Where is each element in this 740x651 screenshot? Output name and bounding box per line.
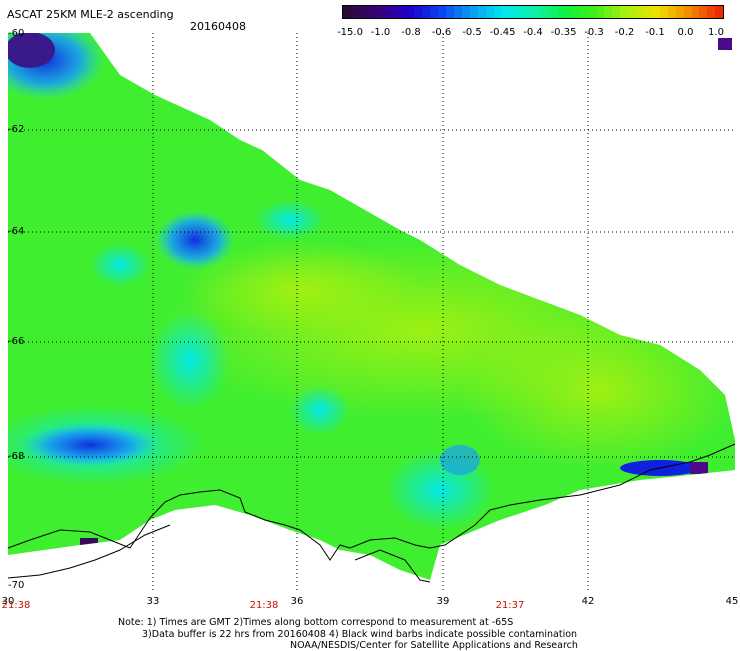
- colorbar-segment: [398, 6, 407, 18]
- colorbar-segment: [628, 6, 637, 18]
- colorbar-segment: [422, 6, 431, 18]
- footer-note-1: Note: 1) Times are GMT 2)Times along bot…: [118, 617, 514, 628]
- colorbar-segment: [596, 6, 605, 18]
- colorbar-segment: [453, 6, 462, 18]
- colorbar-label: -0.2: [614, 27, 635, 38]
- colorbar-segment: [525, 6, 534, 18]
- colorbar-segment: [374, 6, 383, 18]
- colorbar-segment: [343, 6, 351, 18]
- colorbar-segment: [406, 6, 415, 18]
- colorbar-label: -15.0: [337, 27, 363, 38]
- colorbar-segment: [382, 6, 391, 18]
- footer-credit: NOAA/NESDIS/Center for Satellite Applica…: [290, 640, 578, 651]
- lon-label: 36: [290, 596, 304, 607]
- lon-label: 30: [1, 596, 15, 607]
- colorbar-label: -1.0: [370, 27, 391, 38]
- colorbar-segment: [517, 6, 526, 18]
- lat-label: -64: [8, 226, 25, 237]
- colorbar-segment: [572, 6, 581, 18]
- colorbar-segment: [612, 6, 621, 18]
- colorbar-segment: [541, 6, 549, 18]
- colorbar-segment: [477, 6, 486, 18]
- colorbar-segment: [667, 6, 676, 18]
- colorbar-segment: [501, 6, 510, 18]
- colorbar-label: -0.45: [489, 27, 516, 38]
- lon-label: 45: [725, 596, 739, 607]
- time-label: 21:37: [495, 600, 525, 611]
- colorbar-segment: [390, 6, 399, 18]
- colorbar-segment: [366, 6, 375, 18]
- colorbar-segment: [533, 6, 542, 18]
- colorbar-label: 0.0: [677, 27, 694, 38]
- colorbar-segment: [564, 6, 573, 18]
- lat-label: -70: [8, 580, 25, 591]
- colorbar-segment: [683, 6, 692, 18]
- swath-data: [8, 33, 735, 580]
- colorbar-label: -0.4: [523, 27, 543, 38]
- lat-label: -60: [8, 28, 25, 39]
- map-title: ASCAT 25KM MLE-2 ascending: [7, 8, 174, 21]
- colorbar-segment: [580, 6, 589, 18]
- colorbar-label: -0.8: [401, 27, 421, 38]
- colorbar-segment: [659, 6, 668, 18]
- colorbar-segment: [414, 6, 423, 18]
- colorbar-label: -0.1: [645, 27, 665, 38]
- colorbar-segment: [485, 6, 494, 18]
- time-label: 21:38: [1, 600, 31, 611]
- coastline: [7, 443, 736, 583]
- colorbar-segment: [493, 6, 502, 18]
- colorbar-label: -0.6: [431, 27, 452, 38]
- lon-label: 33: [146, 596, 160, 607]
- colorbar-segment: [620, 6, 629, 18]
- colorbar-segment: [548, 6, 557, 18]
- colorbar-segment: [715, 6, 724, 18]
- colorbar-segment: [461, 6, 470, 18]
- colorbar-label: 1.0: [708, 27, 724, 38]
- colorbar-segment: [651, 6, 660, 18]
- graticule: [8, 33, 735, 590]
- colorbar-segment: [556, 6, 565, 18]
- colorbar-segment: [675, 6, 684, 18]
- colorbar-segment: [469, 6, 478, 18]
- colorbar-segment: [358, 6, 367, 18]
- colorbar-segment: [707, 6, 716, 18]
- colorbar-segment: [509, 6, 518, 18]
- outlier-pixel: [718, 38, 732, 50]
- colorbar-segment: [604, 6, 613, 18]
- lon-label: 42: [581, 596, 595, 607]
- lat-label: -62: [8, 124, 25, 135]
- colorbar-segment: [699, 6, 708, 18]
- colorbar-segment: [691, 6, 700, 18]
- colorbar-label: -0.3: [584, 27, 604, 38]
- colorbar-label: -0.5: [462, 27, 482, 38]
- colorbar: [342, 5, 724, 19]
- colorbar-segment: [350, 6, 359, 18]
- colorbar-segment: [588, 6, 597, 18]
- colorbar-segment: [445, 6, 454, 18]
- lat-label: -66: [8, 336, 25, 347]
- colorbar-segment: [636, 6, 645, 18]
- time-label: 21:38: [249, 600, 279, 611]
- colorbar-segment: [430, 6, 439, 18]
- lon-label: 39: [436, 596, 450, 607]
- colorbar-label: -0.35: [550, 27, 577, 38]
- map-date: 20160408: [190, 20, 246, 33]
- colorbar-segment: [438, 6, 446, 18]
- footer-note-2: 3)Data buffer is 22 hrs from 20160408 4)…: [142, 629, 578, 640]
- colorbar-segment: [644, 6, 652, 18]
- lat-label: -68: [8, 451, 25, 462]
